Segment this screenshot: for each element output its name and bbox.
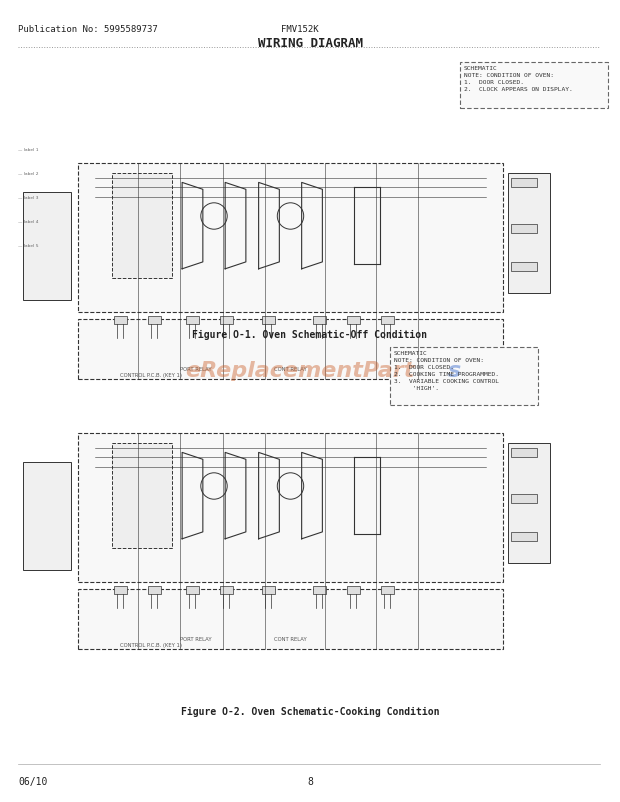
Bar [313,586,326,593]
Text: — label 1: — label 1 [18,148,38,152]
Bar [148,586,161,593]
Text: — label 5: — label 5 [18,244,38,248]
Text: CONTROL P.C.B. (KEY 1): CONTROL P.C.B. (KEY 1) [120,373,182,378]
Text: — label 3: — label 3 [18,196,38,200]
Bar [508,173,550,294]
Bar [511,494,537,503]
Bar [460,63,608,109]
Text: Publication No: 5995589737: Publication No: 5995589737 [18,25,157,34]
Bar [313,316,326,324]
Text: 06/10: 06/10 [18,776,47,786]
Bar [113,316,126,324]
Text: CONT RELAY: CONT RELAY [273,637,306,642]
Bar [511,263,537,272]
Text: CONTROL P.C.B. (KEY 1): CONTROL P.C.B. (KEY 1) [120,642,182,647]
Text: 8: 8 [307,776,313,786]
Bar [186,316,199,324]
Text: — label 2: — label 2 [18,172,38,176]
Bar [112,444,172,549]
Bar [78,434,503,582]
Text: Figure O-1. Oven Schematic-Off Condition: Figure O-1. Oven Schematic-Off Condition [192,330,428,339]
Text: SCHEMATIC
NOTE: CONDITION OF OVEN:
1.  DOOR CLOSED.
2.  COOKING TIME PROGRAMMED.: SCHEMATIC NOTE: CONDITION OF OVEN: 1. DO… [394,350,499,391]
Bar [511,448,537,458]
Bar [78,164,503,313]
Bar [511,225,537,233]
Bar [347,316,360,324]
Bar [186,586,199,593]
Bar [78,320,503,379]
Bar [219,586,232,593]
Text: s: s [448,361,461,380]
Bar [148,316,161,324]
Bar [262,586,275,593]
Bar [23,192,71,301]
Bar [113,586,126,593]
Text: WIRING DIAGRAM: WIRING DIAGRAM [257,37,363,50]
Bar [23,463,71,570]
Bar [511,179,537,188]
Text: SCHEMATIC
NOTE: CONDITION OF OVEN:
1.  DOOR CLOSED.
2.  CLOCK APPEARS ON DISPLAY: SCHEMATIC NOTE: CONDITION OF OVEN: 1. DO… [464,66,573,92]
Text: eReplacementPart: eReplacementPart [185,361,414,380]
Bar [390,347,538,406]
Bar [347,586,360,593]
Text: PORT RELAY: PORT RELAY [180,637,211,642]
Text: — label 4: — label 4 [18,220,38,224]
Text: Figure O-2. Oven Schematic-Cooking Condition: Figure O-2. Oven Schematic-Cooking Condi… [181,706,439,716]
Text: FMV152K: FMV152K [281,25,319,34]
Text: PORT RELAY: PORT RELAY [180,367,211,372]
Bar [381,316,394,324]
Bar [508,444,550,563]
Text: CONT RELAY: CONT RELAY [273,367,306,372]
Bar [78,589,503,650]
Bar [381,586,394,593]
Bar [262,316,275,324]
Bar [219,316,232,324]
Bar [112,173,172,279]
Bar [511,533,537,541]
